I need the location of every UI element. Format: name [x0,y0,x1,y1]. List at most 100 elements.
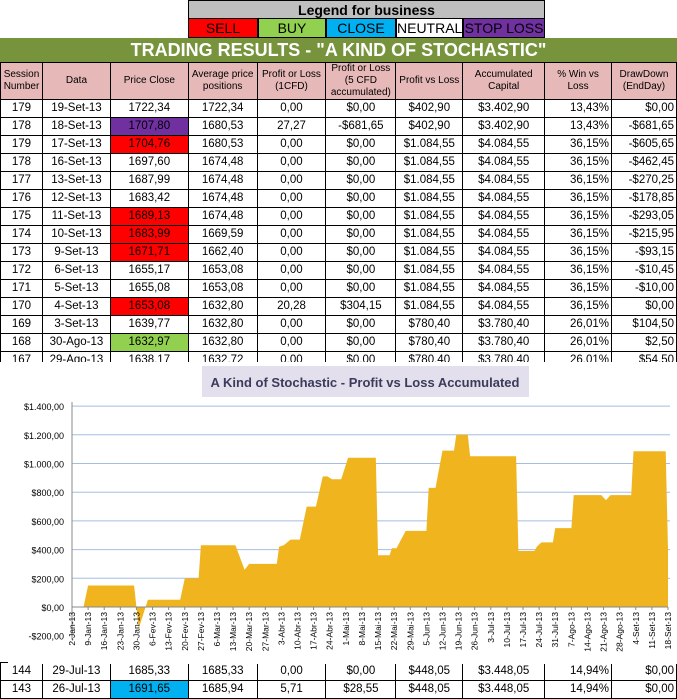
table-cell: 179 [0,135,43,154]
table-row: 179 17-Set-13 1704,76 1680,53 0,00 $0,00 $1.08… [0,135,677,154]
x-tick-label: 17-Abr-13 [309,612,319,650]
table-cell: $304,15 [325,297,397,316]
table-cell: 1632,80 [187,297,258,316]
x-tick-label: 8-Mai-13 [357,612,367,646]
table-cell: $0,00 [325,225,397,244]
table-cell: 5-Set-13 [41,279,111,298]
table-cell: 170 [0,297,43,316]
legend-items: SELL BUY CLOSE NEUTRAL STOP LOSS [188,19,545,38]
table-cell: $0,00 [325,261,397,280]
table-cell: 1674,48 [187,189,258,208]
profit-chart[interactable]: A Kind of Stochastic - Profit vs Loss Ac… [8,362,677,664]
table-cell: 0,00 [256,279,327,298]
table-cell: 1707,80 [109,117,189,136]
y-tick-label: $1.000,00 [24,460,64,470]
table-cell: 0,00 [256,225,327,244]
table-cell: $3.402,90 [462,99,546,118]
x-tick-label: 24-Abr-13 [325,612,335,650]
table-cell: 1653,08 [187,261,258,280]
legend-close: CLOSE [326,19,396,38]
table-cell: 1632,80 [187,333,258,352]
table-cell: 1669,59 [187,225,258,244]
table-cell: $780,40 [395,333,464,352]
table-cell: 0,00 [256,171,327,190]
table-cell: $0,00 [611,99,677,118]
table-cell: 1638,17 [109,351,189,362]
table-cell: $1.084,55 [395,189,464,208]
table-row: 178 16-Set-13 1697,60 1674,48 0,00 $0,00 $1.08… [0,153,677,172]
column-header: Average price positions [187,62,258,100]
table-cell: 17-Set-13 [41,135,111,154]
y-tick-label: -$200,00 [28,632,64,642]
results-table-lower: 144 29-Jul-13 1685,33 1685,33 0,00 $0,00 $448,… [0,662,677,699]
table-cell: $780,40 [395,351,464,362]
x-tick-label: 24-Jul-13 [534,612,544,648]
table-cell: $0,00 [325,333,397,352]
x-tick-label: 27-Fev-13 [196,612,206,651]
table-cell: $448,05 [395,680,464,699]
table-cell: 175 [0,207,43,226]
table-cell: 1685,33 [109,662,189,681]
y-tick-label: $600,00 [31,517,64,527]
table-cell: 1671,71 [109,243,189,262]
table-cell: $4.084,55 [462,297,546,316]
legend-buy: BUY [258,19,326,38]
table-row: 171 5-Set-13 1655,08 1653,08 0,00 $0,00 $1.084… [0,279,677,298]
table-row: 174 10-Set-13 1683,99 1669,59 0,00 $0,00 $1.08… [0,225,677,244]
table-cell: 26,01% [544,333,612,352]
table-cell: $4.084,55 [462,189,546,208]
table-cell: 177 [0,171,43,190]
table-cell: 36,15% [544,261,612,280]
table-cell: 19-Set-13 [41,99,111,118]
table-cell: $1.084,55 [395,279,464,298]
table-cell: 179 [0,99,43,118]
table-cell: $2,50 [611,333,677,352]
x-tick-label: 20-Mar-13 [244,612,254,651]
y-tick-label: $0,00 [41,603,64,613]
table-cell: -$462,45 [611,153,677,172]
table-cell: 36,15% [544,153,612,172]
table-cell: 171 [0,279,43,298]
table-cell: 178 [0,153,43,172]
x-tick-label: 12-Jun-13 [437,612,447,651]
table-cell: $1.084,55 [395,297,464,316]
table-cell: 3-Set-13 [41,315,111,334]
profit-area [83,434,668,629]
table-cell: 36,15% [544,135,612,154]
table-row: 176 12-Set-13 1683,42 1674,48 0,00 $0,00 $1.08… [0,189,677,208]
table-cell: 0,00 [256,99,327,118]
table-cell: 144 [0,662,43,681]
table-row: 167 29-Ago-13 1638,17 1632,72 0,00 $0,00 $780,… [0,351,677,362]
page-title: TRADING RESULTS - "A KIND OF STOCHASTIC" [0,38,677,62]
column-header: DrawDown (EndDay) [611,62,677,100]
table-cell: $0,00 [325,207,397,226]
table-cell: $402,90 [395,117,464,136]
table-cell: 1674,48 [187,171,258,190]
table-cell: 1722,34 [109,99,189,118]
table-cell: 1689,13 [109,207,189,226]
x-tick-label: 6-Fev-13 [148,612,158,646]
table-cell: 0,00 [256,662,327,681]
table-cell: 1680,53 [187,135,258,154]
table-cell: 26-Jul-13 [41,680,111,699]
table-cell: 1632,72 [187,351,258,362]
x-tick-label: 23-Jan-13 [115,612,125,651]
legend-sell: SELL [188,19,258,38]
table-cell: $1.084,55 [395,225,464,244]
table-cell: -$215,95 [611,225,677,244]
table-cell: -$178,85 [611,189,677,208]
table-cell: 14,94% [544,662,613,681]
table-cell: $0,00 [325,351,397,362]
table-cell: 13-Set-13 [41,171,111,190]
table-cell: $0,00 [611,297,677,316]
table-cell: 176 [0,189,43,208]
x-tick-label: 2-Jan-13 [67,612,77,646]
table-cell: 13,43% [544,117,612,136]
x-tick-label: 9-Jan-13 [83,612,93,646]
x-tick-label: 4-Set-13 [631,612,641,645]
table-cell: 1697,60 [109,153,189,172]
table-cell: -$293,05 [611,207,677,226]
table-cell: $4.084,55 [462,261,546,280]
table-cell: $0,00 [325,315,397,334]
x-tick-label: 18-Set-13 [663,612,673,650]
